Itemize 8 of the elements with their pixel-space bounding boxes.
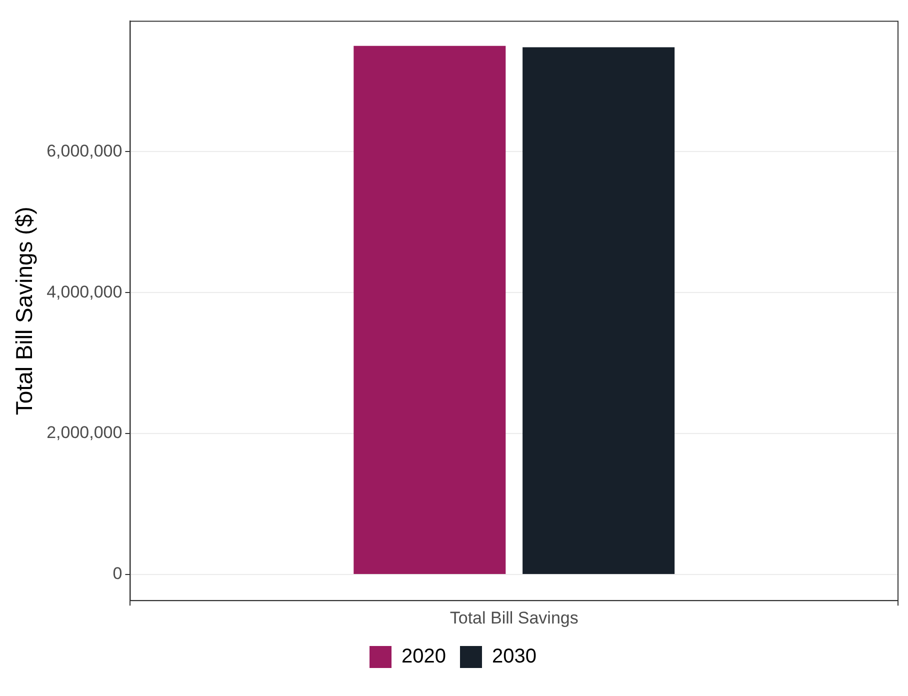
y-axis-title: Total Bill Savings ($) — [11, 206, 38, 416]
legend-label: 2020 — [402, 646, 446, 668]
y-tick-label: 6,000,000 — [46, 141, 122, 160]
y-tick-label: 2,000,000 — [46, 423, 122, 442]
legend-label: 2030 — [492, 646, 536, 668]
y-tick-label: 0 — [112, 564, 122, 584]
y-tick-label: 4,000,000 — [46, 282, 122, 302]
x-tick-label: Total Bill Savings — [450, 608, 578, 628]
